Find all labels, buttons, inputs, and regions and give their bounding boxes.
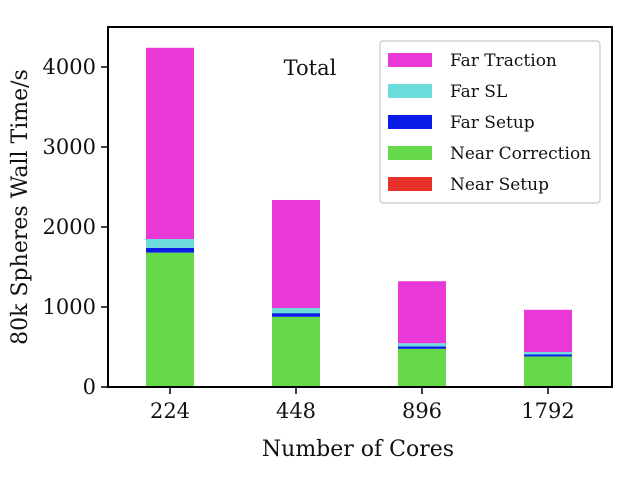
legend-label: Far SL bbox=[450, 82, 507, 102]
x-tick-label: 224 bbox=[150, 399, 190, 423]
bar-segment-far-setup-448 bbox=[272, 313, 320, 317]
bar-segment-near-correction-448 bbox=[272, 316, 320, 387]
bar-segment-far-sl-448 bbox=[272, 307, 320, 314]
legend-swatch bbox=[388, 146, 432, 160]
bar-segment-far-traction-224 bbox=[146, 47, 194, 239]
y-tick-label: 2000 bbox=[43, 215, 96, 239]
bar-segment-far-traction-448 bbox=[272, 199, 320, 308]
bar-segment-far-setup-1792 bbox=[524, 354, 572, 357]
bar-segment-far-traction-896 bbox=[398, 281, 446, 344]
chart-title: Total bbox=[284, 56, 337, 80]
y-axis-label: 80k Spheres Wall Time/s bbox=[8, 69, 33, 345]
bar-segment-far-sl-1792 bbox=[524, 352, 572, 355]
bar-segment-far-setup-224 bbox=[146, 247, 194, 253]
bar-segment-near-correction-896 bbox=[398, 348, 446, 387]
bars-layer bbox=[146, 47, 572, 387]
legend-swatch bbox=[388, 84, 432, 98]
legend-box bbox=[379, 40, 601, 204]
y-tick-label: 3000 bbox=[43, 135, 96, 159]
legend-swatch bbox=[388, 115, 432, 129]
plot-frame bbox=[107, 26, 613, 388]
y-tick-label: 1000 bbox=[43, 295, 96, 319]
y-tick-label: 4000 bbox=[43, 55, 96, 79]
bar-segment-near-correction-1792 bbox=[524, 356, 572, 387]
x-tick-label: 1792 bbox=[521, 399, 574, 423]
legend-label: Far Setup bbox=[450, 113, 535, 133]
ticks-layer: 0 1000 2000 3000 4000 224 448 896 1792 bbox=[43, 55, 575, 423]
bar-segment-near-correction-224 bbox=[146, 252, 194, 387]
legend: Far Traction Far SL Far Setup Near Correcti… bbox=[379, 40, 601, 204]
legend-swatch bbox=[388, 177, 432, 191]
x-tick-label: 448 bbox=[276, 399, 316, 423]
x-axis-label: Number of Cores bbox=[262, 437, 454, 462]
legend-swatch bbox=[388, 53, 432, 67]
bar-segment-far-sl-896 bbox=[398, 343, 446, 347]
legend-label: Far Traction bbox=[450, 51, 557, 71]
legend-label: Near Correction bbox=[450, 144, 591, 164]
bar-segment-far-setup-896 bbox=[398, 346, 446, 349]
legend-label: Near Setup bbox=[450, 175, 549, 195]
bar-segment-far-sl-224 bbox=[146, 239, 194, 248]
bar-segment-far-traction-1792 bbox=[524, 309, 572, 353]
y-tick-label: 0 bbox=[83, 375, 96, 399]
x-tick-label: 896 bbox=[402, 399, 442, 423]
